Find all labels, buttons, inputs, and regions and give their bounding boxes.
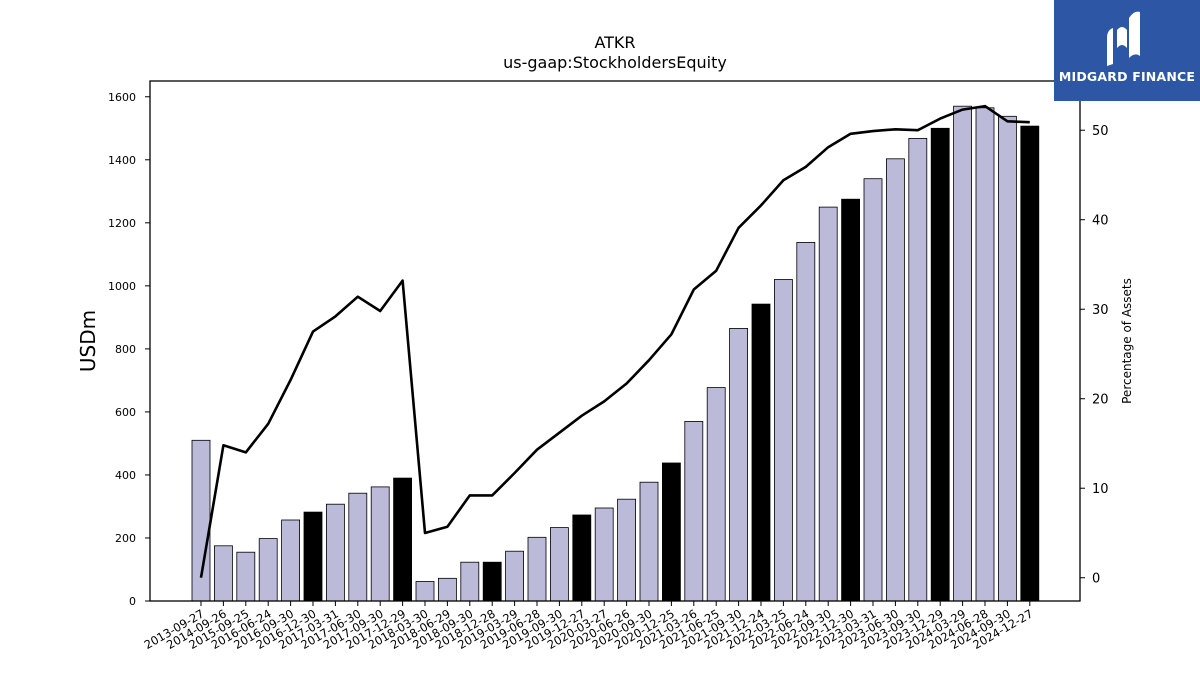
bar — [930, 127, 950, 602]
y-tick-label: 600 — [115, 406, 136, 419]
y-tick-label: 0 — [129, 595, 136, 608]
bar — [594, 507, 614, 602]
y2-tick-label: 10 — [1092, 482, 1109, 497]
plot-frame — [149, 80, 1081, 602]
brand-name: MIDGARD FINANCE — [1058, 69, 1196, 84]
bar — [908, 137, 928, 602]
line-group — [199, 104, 1030, 578]
bar — [863, 178, 883, 602]
bar — [213, 545, 233, 602]
y-tick-label: 1000 — [108, 280, 136, 293]
y-tick-label: 200 — [115, 532, 136, 545]
y2-tick-label: 30 — [1092, 303, 1109, 318]
bar — [796, 241, 816, 602]
bar — [886, 158, 905, 602]
bar — [393, 477, 413, 602]
chart-title: ATKR — [594, 33, 635, 52]
left-axis: 0 200 400 600 800 1000 1200 1400 1600 — [108, 91, 150, 608]
bar — [751, 303, 771, 602]
bar — [953, 105, 972, 602]
y-axis-label: USDm — [76, 310, 100, 372]
bar — [818, 206, 838, 602]
y-tick-label: 1400 — [108, 154, 136, 167]
bar — [281, 519, 301, 602]
y2-tick-label: 20 — [1092, 393, 1109, 408]
y-tick-label: 400 — [115, 469, 136, 482]
chart-subtitle: us-gaap:StockholdersEquity — [503, 53, 727, 72]
bar — [370, 486, 390, 602]
bar — [325, 503, 345, 602]
bar — [437, 577, 457, 602]
bar — [975, 107, 995, 602]
bar — [415, 581, 435, 602]
bar — [1020, 125, 1040, 602]
bar — [662, 462, 681, 602]
y-tick-label: 800 — [115, 343, 136, 356]
bar — [998, 115, 1017, 602]
bar — [505, 550, 525, 602]
bar — [348, 492, 368, 602]
bar — [639, 481, 659, 602]
y2-tick-label: 50 — [1092, 124, 1109, 139]
bar — [572, 514, 592, 602]
line-series — [199, 104, 1030, 578]
bar — [684, 420, 704, 602]
bar — [729, 327, 748, 602]
y-tick-label: 1600 — [108, 91, 136, 104]
y2-tick-label: 0 — [1092, 572, 1100, 587]
bar — [550, 527, 569, 602]
y-tick-label: 1200 — [108, 217, 136, 230]
bar — [236, 551, 256, 602]
brand-logo: MIDGARD FINANCE — [1054, 0, 1200, 101]
bar — [527, 536, 547, 602]
bar — [617, 498, 636, 602]
bar — [303, 511, 323, 602]
bar — [706, 387, 726, 602]
bar — [482, 561, 502, 602]
midgard-logo-icon — [1107, 11, 1140, 66]
bar — [841, 198, 860, 602]
x-axis: 2013-09-272014-09-262015-09-252016-06-24… — [142, 601, 1035, 652]
y2-tick-label: 40 — [1092, 214, 1109, 229]
right-axis: 0 10 20 30 40 50 — [1080, 124, 1109, 587]
bar — [258, 538, 278, 602]
bar — [460, 561, 480, 602]
y2-axis-label: Percentage of Assets — [1120, 278, 1134, 404]
bar — [774, 279, 793, 602]
bars-group — [191, 105, 1040, 602]
